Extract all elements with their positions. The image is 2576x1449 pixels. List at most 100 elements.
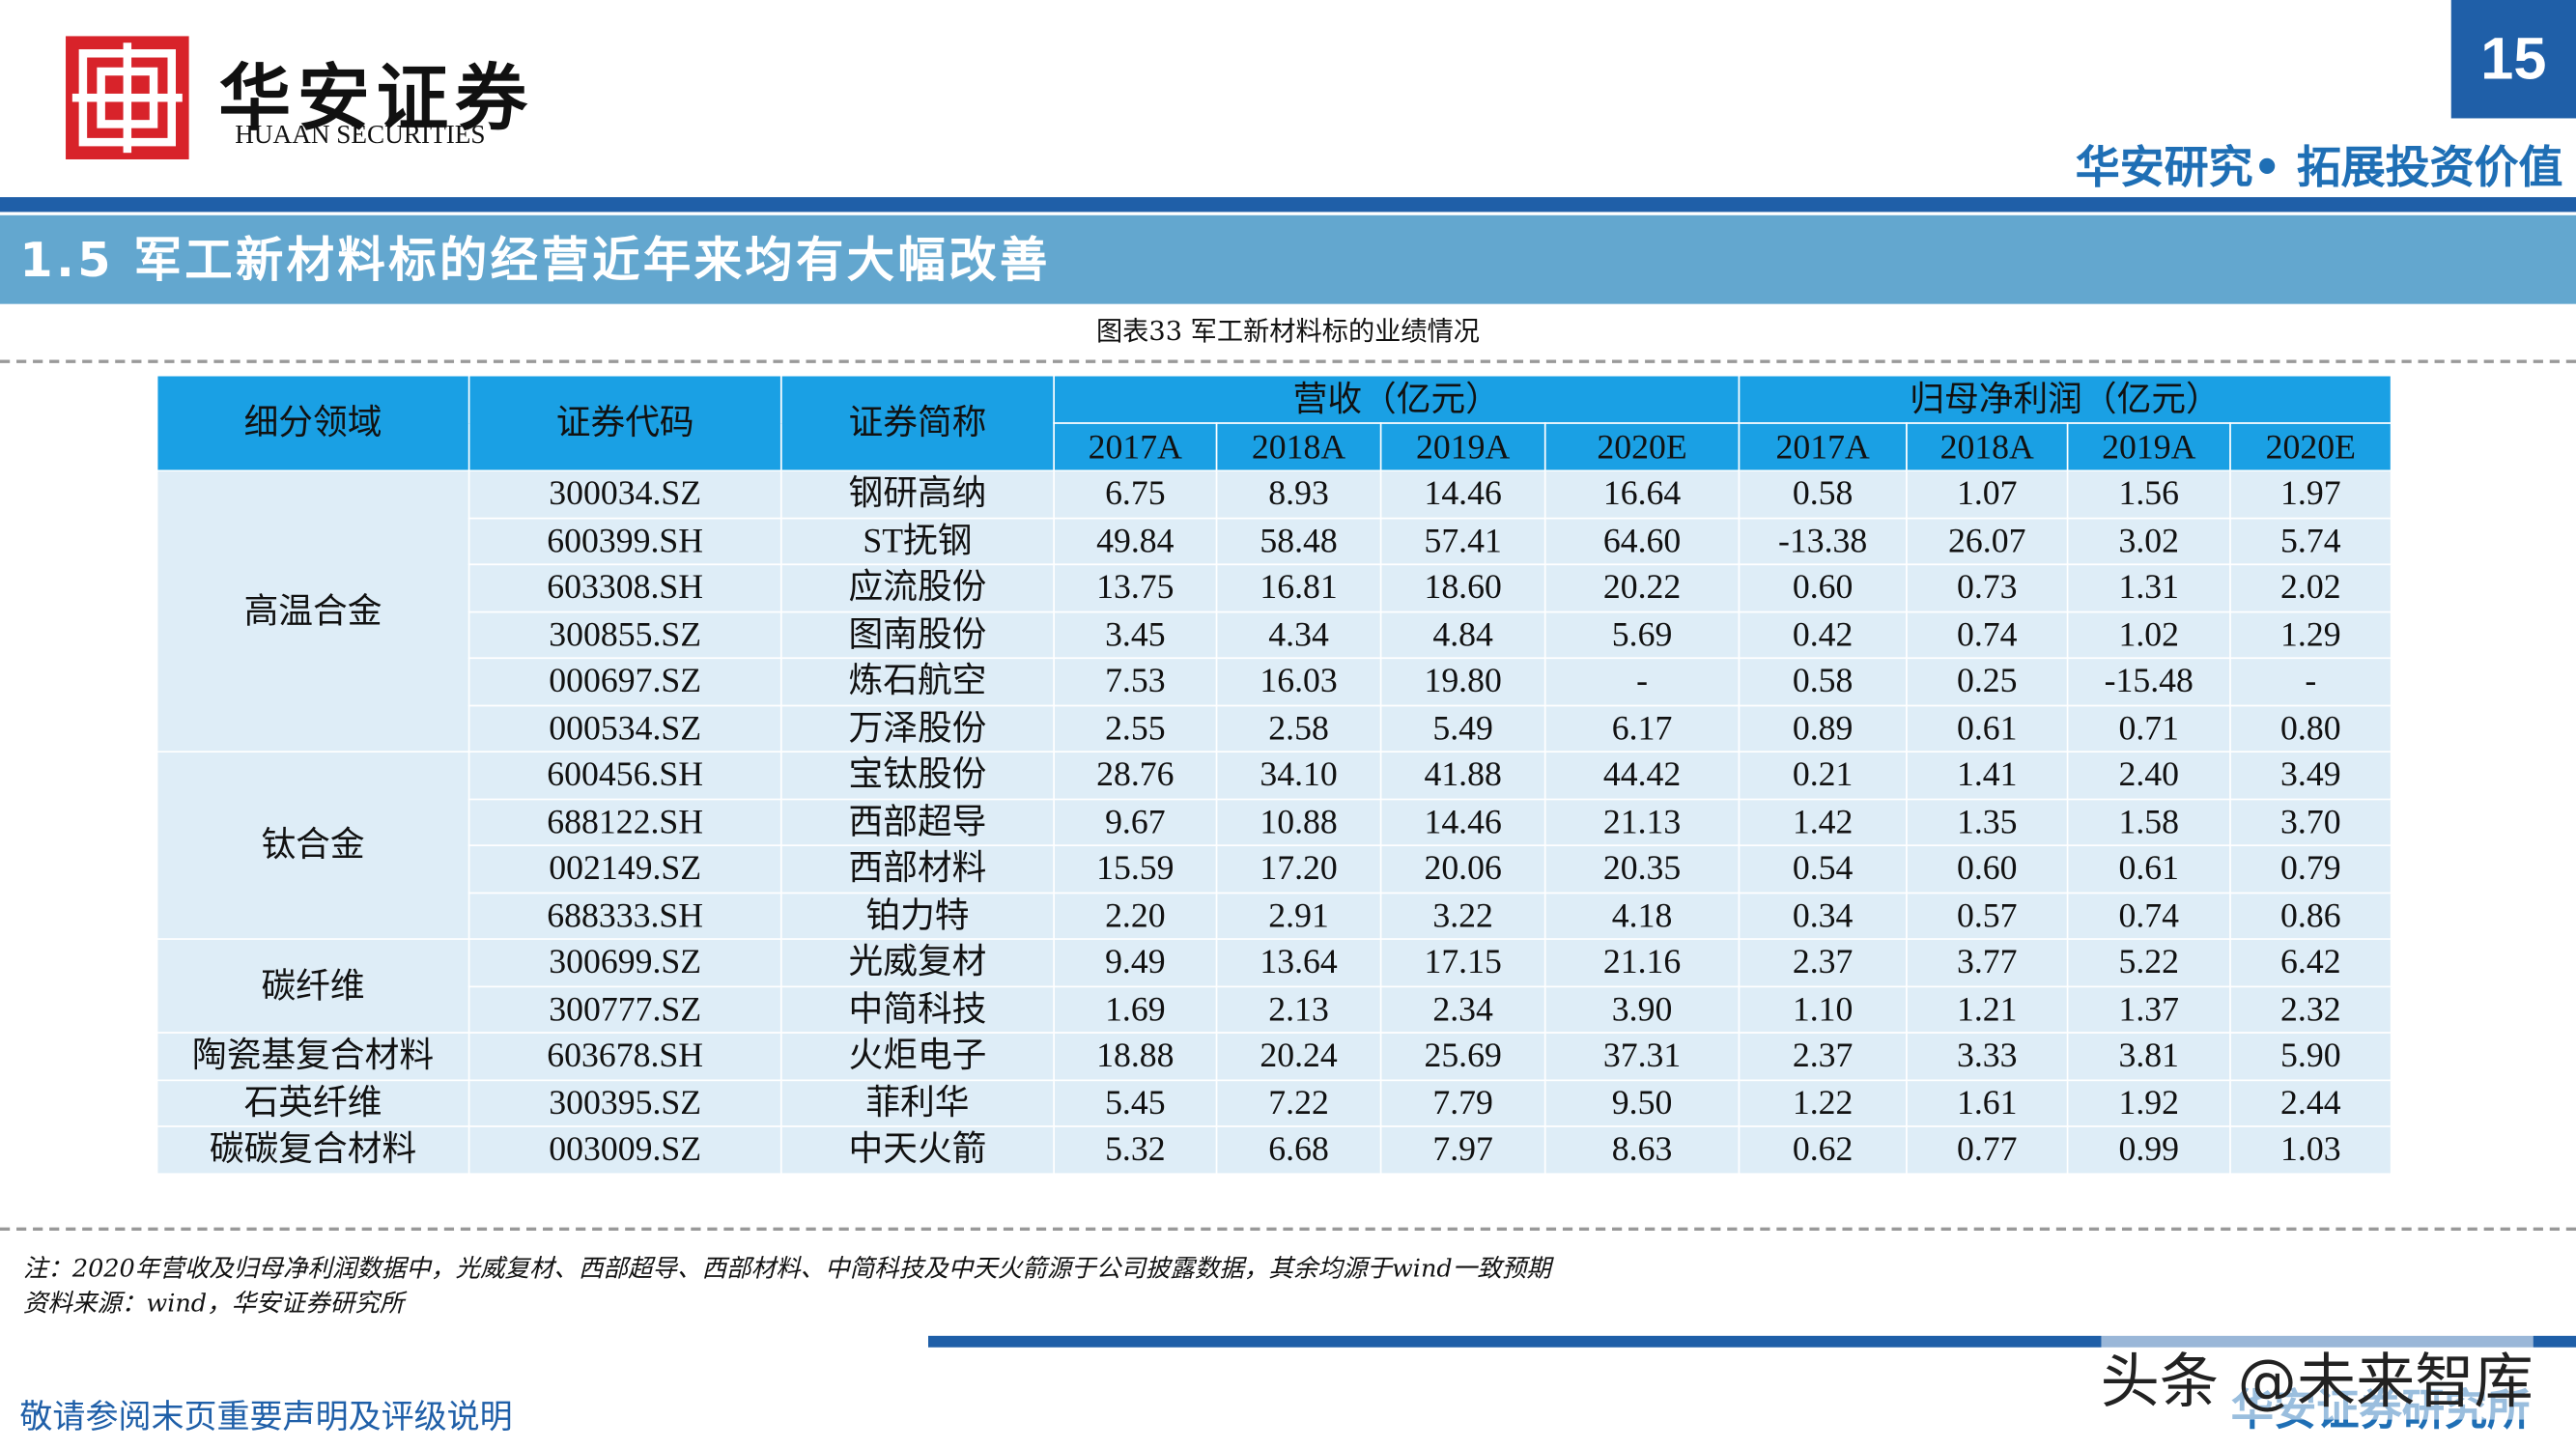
table-caption: 图表33 军工新材料标的业绩情况: [1095, 315, 1481, 347]
code-cell: 002149.SZ: [467, 844, 782, 894]
table-row: 688333.SH 铂力特 2.20 2.91 3.22 4.18 0.34 0.57 0.74…: [156, 891, 2392, 940]
name-cell: 火炬电子: [779, 1032, 1055, 1081]
year-header: 2019A: [1379, 422, 1546, 472]
table-row: 002149.SZ 西部材料 15.59 17.20 20.06 20.35 0.54 0.6…: [156, 844, 2392, 894]
value-cell: 10.88: [1215, 797, 1382, 846]
column-header: 证券简称: [779, 374, 1055, 472]
value-cell: 3.90: [1543, 984, 1741, 1034]
value-cell: 9.50: [1543, 1078, 1741, 1127]
name-cell: 菲利华: [779, 1078, 1055, 1127]
value-cell: 0.61: [1906, 703, 2069, 753]
value-cell: 16.64: [1543, 469, 1741, 519]
table-row: 石英纤维 300395.SZ 菲利华 5.45 7.22 7.79 9.50 1.22 1.61…: [156, 1078, 2392, 1127]
segment-cell: 石英纤维: [156, 1078, 470, 1127]
value-cell: 7.97: [1379, 1125, 1546, 1175]
value-cell: 0.99: [2066, 1125, 2231, 1175]
value-cell: 0.25: [1906, 657, 2069, 706]
value-cell: 0.61: [2066, 844, 2231, 894]
value-cell: 2.55: [1053, 703, 1218, 753]
value-cell: 4.84: [1379, 610, 1546, 660]
name-cell: ST抚钢: [779, 516, 1055, 566]
segment-cell: 陶瓷基复合材料: [156, 1032, 470, 1081]
year-header: 2020E: [2229, 422, 2392, 472]
table-row: 688122.SH 西部超导 9.67 10.88 14.46 21.13 1.42 1.35…: [156, 797, 2392, 846]
value-cell: 0.79: [2229, 844, 2392, 894]
page-number: 15: [2450, 0, 2576, 119]
source: 资料来源：wind，华安证券研究所: [22, 1288, 405, 1319]
value-cell: 1.37: [2066, 984, 2231, 1034]
value-cell: 4.34: [1215, 610, 1382, 660]
value-cell: 13.64: [1215, 938, 1382, 987]
value-cell: 34.10: [1215, 751, 1382, 800]
value-cell: 3.45: [1053, 610, 1218, 660]
code-cell: 000534.SZ: [467, 703, 782, 753]
code-cell: 000697.SZ: [467, 657, 782, 706]
table-row: 300855.SZ 图南股份 3.45 4.34 4.84 5.69 0.42 0.74 1.0…: [156, 610, 2392, 660]
value-cell: 20.06: [1379, 844, 1546, 894]
dashed-rule: [0, 359, 2576, 363]
value-cell: 18.60: [1379, 563, 1546, 612]
segment-cell: 碳纤维: [156, 938, 470, 1034]
value-cell: 19.80: [1379, 657, 1546, 706]
value-cell: 0.80: [2229, 703, 2392, 753]
value-cell: 1.61: [1906, 1078, 2069, 1127]
table-row: 603308.SH 应流股份 13.75 16.81 18.60 20.22 0.60 0.7…: [156, 563, 2392, 612]
name-cell: 铂力特: [779, 891, 1055, 940]
value-cell: 0.71: [2066, 703, 2231, 753]
value-cell: 3.02: [2066, 516, 2231, 566]
value-cell: 20.22: [1543, 563, 1741, 612]
table-row: 碳碳复合材料 003009.SZ 中天火箭 5.32 6.68 7.97 8.63 0.62 0…: [156, 1125, 2392, 1175]
value-cell: 0.62: [1738, 1125, 1908, 1175]
value-cell: 1.56: [2066, 469, 2231, 519]
value-cell: -15.48: [2066, 657, 2231, 706]
value-cell: 0.89: [1738, 703, 1908, 753]
value-cell: 2.34: [1379, 984, 1546, 1034]
name-cell: 应流股份: [779, 563, 1055, 612]
value-cell: 7.22: [1215, 1078, 1382, 1127]
value-cell: 28.76: [1053, 751, 1218, 800]
value-cell: 2.58: [1215, 703, 1382, 753]
table-row: 300777.SZ 中简科技 1.69 2.13 2.34 3.90 1.10 1.21 1.3…: [156, 984, 2392, 1034]
code-cell: 688333.SH: [467, 891, 782, 940]
value-cell: 20.35: [1543, 844, 1741, 894]
value-cell: 18.88: [1053, 1032, 1218, 1081]
value-cell: 20.24: [1215, 1032, 1382, 1081]
name-cell: 光威复材: [779, 938, 1055, 987]
value-cell: 1.41: [1906, 751, 2069, 800]
year-header: 2018A: [1906, 422, 2069, 472]
code-cell: 600399.SH: [467, 516, 782, 566]
value-cell: 44.42: [1543, 751, 1741, 800]
code-cell: 300699.SZ: [467, 938, 782, 987]
value-cell: -: [2229, 657, 2392, 706]
value-cell: 2.44: [2229, 1078, 2392, 1127]
code-cell: 300855.SZ: [467, 610, 782, 660]
table-row: 钛合金 600456.SH 宝钛股份 28.76 34.10 41.88 44.42 0.21…: [156, 751, 2392, 940]
value-cell: 6.68: [1215, 1125, 1382, 1175]
value-cell: 15.59: [1053, 844, 1218, 894]
value-cell: 3.77: [1906, 938, 2069, 987]
code-cell: 688122.SH: [467, 797, 782, 846]
value-cell: -: [1543, 657, 1741, 706]
watermark: 头条 @未来智库: [2100, 1334, 2534, 1420]
value-cell: 1.69: [1053, 984, 1218, 1034]
value-cell: 9.49: [1053, 938, 1218, 987]
name-cell: 中天火箭: [779, 1125, 1055, 1175]
value-cell: 0.57: [1906, 891, 2069, 940]
value-cell: 1.29: [2229, 610, 2392, 660]
logo-cn: 华安证券: [218, 57, 534, 142]
value-cell: 16.03: [1215, 657, 1382, 706]
value-cell: 49.84: [1053, 516, 1218, 566]
code-cell: 603678.SH: [467, 1032, 782, 1081]
value-cell: 1.35: [1906, 797, 2069, 846]
code-cell: 003009.SZ: [467, 1125, 782, 1175]
tagline: 华安研究• 拓展投资价值: [2075, 142, 2563, 194]
value-cell: 14.46: [1379, 469, 1546, 519]
value-cell: 1.58: [2066, 797, 2231, 846]
value-cell: 1.97: [2229, 469, 2392, 519]
value-cell: 8.63: [1543, 1125, 1741, 1175]
value-cell: 3.22: [1379, 891, 1546, 940]
value-cell: 2.37: [1738, 938, 1908, 987]
table: 细分领域 证券代码 证券简称 营收（亿元） 归母净利润（亿元） 2017A 2018A 201…: [156, 374, 2392, 1175]
value-cell: 1.07: [1906, 469, 2069, 519]
